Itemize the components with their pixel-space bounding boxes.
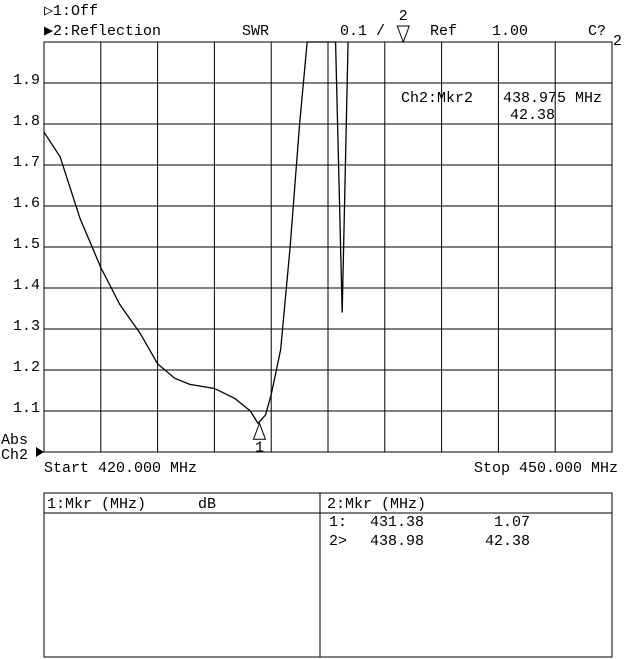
y-tick-label: 1.5	[13, 236, 40, 253]
cal-sub: 2	[613, 33, 622, 50]
readout: 42.38	[510, 107, 555, 124]
scale: 0.1 /	[340, 23, 385, 40]
channel-line: ▶2:Reflection	[44, 23, 161, 40]
table-header: 2:Mkr (MHz)	[327, 496, 426, 513]
marker-label: 1	[255, 439, 264, 456]
ref-value: 1.00	[492, 23, 528, 40]
table-cell: 42.38	[485, 533, 530, 550]
axis-label: Abs	[1, 432, 28, 449]
table-cell: 1.07	[494, 514, 530, 531]
table-cell: 2>	[329, 533, 347, 550]
y-tick-label: 1.8	[13, 113, 40, 130]
ref-label: Ref	[430, 23, 457, 40]
y-tick-label: 1.6	[13, 195, 40, 212]
y-tick-label: 1.1	[13, 400, 40, 417]
y-tick-label: 1.7	[13, 154, 40, 171]
axis-label: Ch2	[1, 447, 28, 464]
stop-label: Stop 450.000 MHz	[474, 460, 618, 477]
y-tick-label: 1.2	[13, 359, 40, 376]
cal: C?	[588, 23, 606, 40]
y-tick-label: 1.9	[13, 72, 40, 89]
ref-pointer	[36, 447, 44, 457]
start-label: Start 420.000 MHz	[44, 460, 197, 477]
readout: Ch2:Mkr2	[401, 90, 473, 107]
marker-table	[43, 492, 613, 658]
trace	[43, 41, 349, 425]
table-cell: 431.38	[370, 514, 424, 531]
marker	[396, 25, 410, 44]
marker-label: 2	[399, 8, 408, 25]
channel-line: ▷1:Off	[44, 3, 98, 20]
y-tick-label: 1.4	[13, 277, 40, 294]
table-header: 1:Mkr (MHz)	[47, 496, 146, 513]
table-cell: 1:	[329, 514, 347, 531]
readout: 438.975 MHz	[503, 90, 602, 107]
y-tick-label: 1.3	[13, 318, 40, 335]
format: SWR	[242, 23, 269, 40]
table-cell: 438.98	[370, 533, 424, 550]
table-header: dB	[198, 496, 216, 513]
marker	[252, 421, 267, 440]
